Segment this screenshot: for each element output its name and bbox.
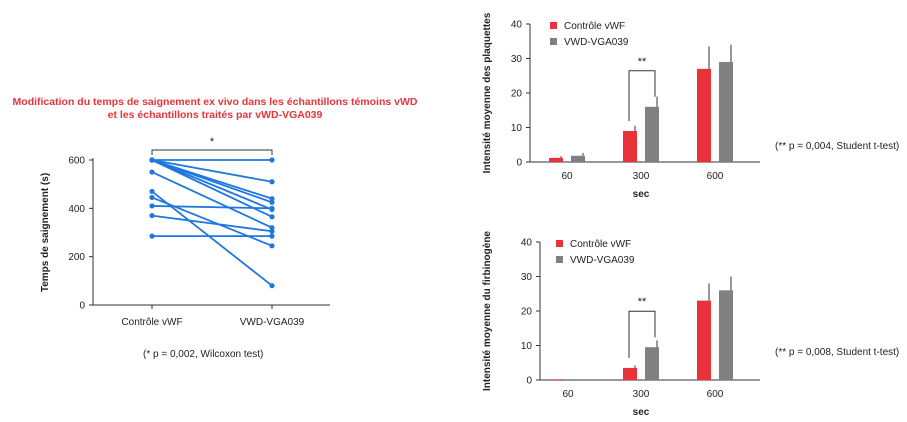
y-tick-label: 0 xyxy=(526,376,532,387)
y-tick-label: 400 xyxy=(68,204,85,215)
y-tick-label: 0 xyxy=(79,301,85,312)
data-point xyxy=(269,243,275,249)
data-point xyxy=(269,196,275,202)
chart-title-line-2: et les échantillons traités par vWD-VGA0… xyxy=(107,109,323,121)
x-axis-label: sec xyxy=(633,189,650,200)
bar xyxy=(697,300,711,380)
x-tick-label: 60 xyxy=(562,389,574,400)
x-tick-label: 600 xyxy=(707,389,724,400)
data-point xyxy=(269,199,275,205)
series-line xyxy=(151,205,273,210)
data-point xyxy=(269,205,275,211)
legend-label: Contrôle vWF xyxy=(564,21,625,32)
y-tick-label: 20 xyxy=(511,89,523,100)
data-point xyxy=(269,225,275,231)
y-tick-label: 30 xyxy=(521,272,533,283)
data-point xyxy=(149,188,155,195)
footnote-fibrinogen: (** p = 0,008, Student t-test) xyxy=(775,347,900,358)
data-point xyxy=(269,179,275,185)
bar xyxy=(623,367,637,380)
data-point xyxy=(149,233,155,239)
y-tick-label: 40 xyxy=(521,238,533,249)
data-point xyxy=(149,203,155,209)
significance-marker: * xyxy=(210,136,215,148)
y-tick-label: 600 xyxy=(68,156,85,167)
y-tick-label: 10 xyxy=(521,341,533,352)
bar xyxy=(697,68,711,162)
chart-title-line-1: Modification du temps de saignement ex v… xyxy=(12,96,418,108)
series-line xyxy=(151,159,273,211)
bar xyxy=(645,347,659,380)
bar xyxy=(549,157,563,162)
y-tick-label: 40 xyxy=(511,20,523,31)
legend-swatch xyxy=(556,240,563,247)
bar xyxy=(623,130,637,162)
significance-bracket xyxy=(628,310,656,358)
bar-chart-platelets: 0 10 20 30 40 60 300 600 sec Intensité moyenne de… xyxy=(482,12,760,200)
data-point xyxy=(269,228,275,234)
bar xyxy=(719,61,733,163)
data-point xyxy=(269,283,275,289)
y-tick-label: 10 xyxy=(511,123,523,134)
x-axis-label: sec xyxy=(633,407,650,418)
legend-label: VWD-VGA039 xyxy=(564,37,629,48)
legend-label: Contrôle vWF xyxy=(570,239,631,250)
y-axis-label: Intensité moyenne du firbinogène xyxy=(482,231,493,391)
footnote-wilcoxon: (* p = 0,002, Wilcoxon test) xyxy=(143,349,264,360)
bar xyxy=(550,379,564,380)
data-point xyxy=(149,169,155,175)
data-point xyxy=(269,233,275,239)
x-tick-label: VWD-VGA039 xyxy=(240,317,305,328)
data-point xyxy=(149,157,155,163)
series-line xyxy=(151,159,273,204)
x-tick-label: 300 xyxy=(633,171,650,182)
x-tick-label: 600 xyxy=(707,171,724,182)
legend-swatch xyxy=(550,22,557,29)
significance-marker: ** xyxy=(638,296,647,308)
y-axis-label: Intensité moyenne des plaquettes xyxy=(482,12,493,173)
data-point xyxy=(149,194,155,201)
significance-bracket xyxy=(151,149,273,155)
series-line xyxy=(151,214,273,233)
bar xyxy=(719,290,733,380)
data-point xyxy=(149,212,155,219)
line-chart-bleeding-time: 0 200 400 600 Contrôle vWF VWD-VGA039 Temps de… xyxy=(40,136,330,328)
y-tick-label: 20 xyxy=(521,307,533,318)
significance-bracket xyxy=(628,70,656,121)
series-line xyxy=(151,159,273,183)
x-tick-label: Contrôle vWF xyxy=(121,317,182,328)
y-axis-label: Temps de saignement (s) xyxy=(40,173,51,292)
legend-swatch xyxy=(550,38,557,45)
data-point xyxy=(269,157,275,163)
chart-title: Modification du temps de saignement ex v… xyxy=(0,96,430,122)
footnote-platelets: (** p = 0,004, Student t-test) xyxy=(775,141,900,152)
x-tick-label: 300 xyxy=(633,389,650,400)
bar-chart-fibrinogen: 0 10 20 30 40 60 300 600 sec Intensité moyenne du… xyxy=(482,231,760,418)
bar xyxy=(571,155,585,162)
legend-swatch xyxy=(556,256,563,263)
data-point xyxy=(269,214,275,220)
legend-label: VWD-VGA039 xyxy=(570,255,635,266)
y-tick-label: 200 xyxy=(68,252,85,263)
significance-marker: ** xyxy=(638,56,647,68)
bar xyxy=(645,106,659,162)
y-tick-label: 30 xyxy=(511,54,523,65)
x-tick-label: 60 xyxy=(561,171,573,182)
y-tick-label: 0 xyxy=(516,158,522,169)
series-line xyxy=(151,171,273,229)
